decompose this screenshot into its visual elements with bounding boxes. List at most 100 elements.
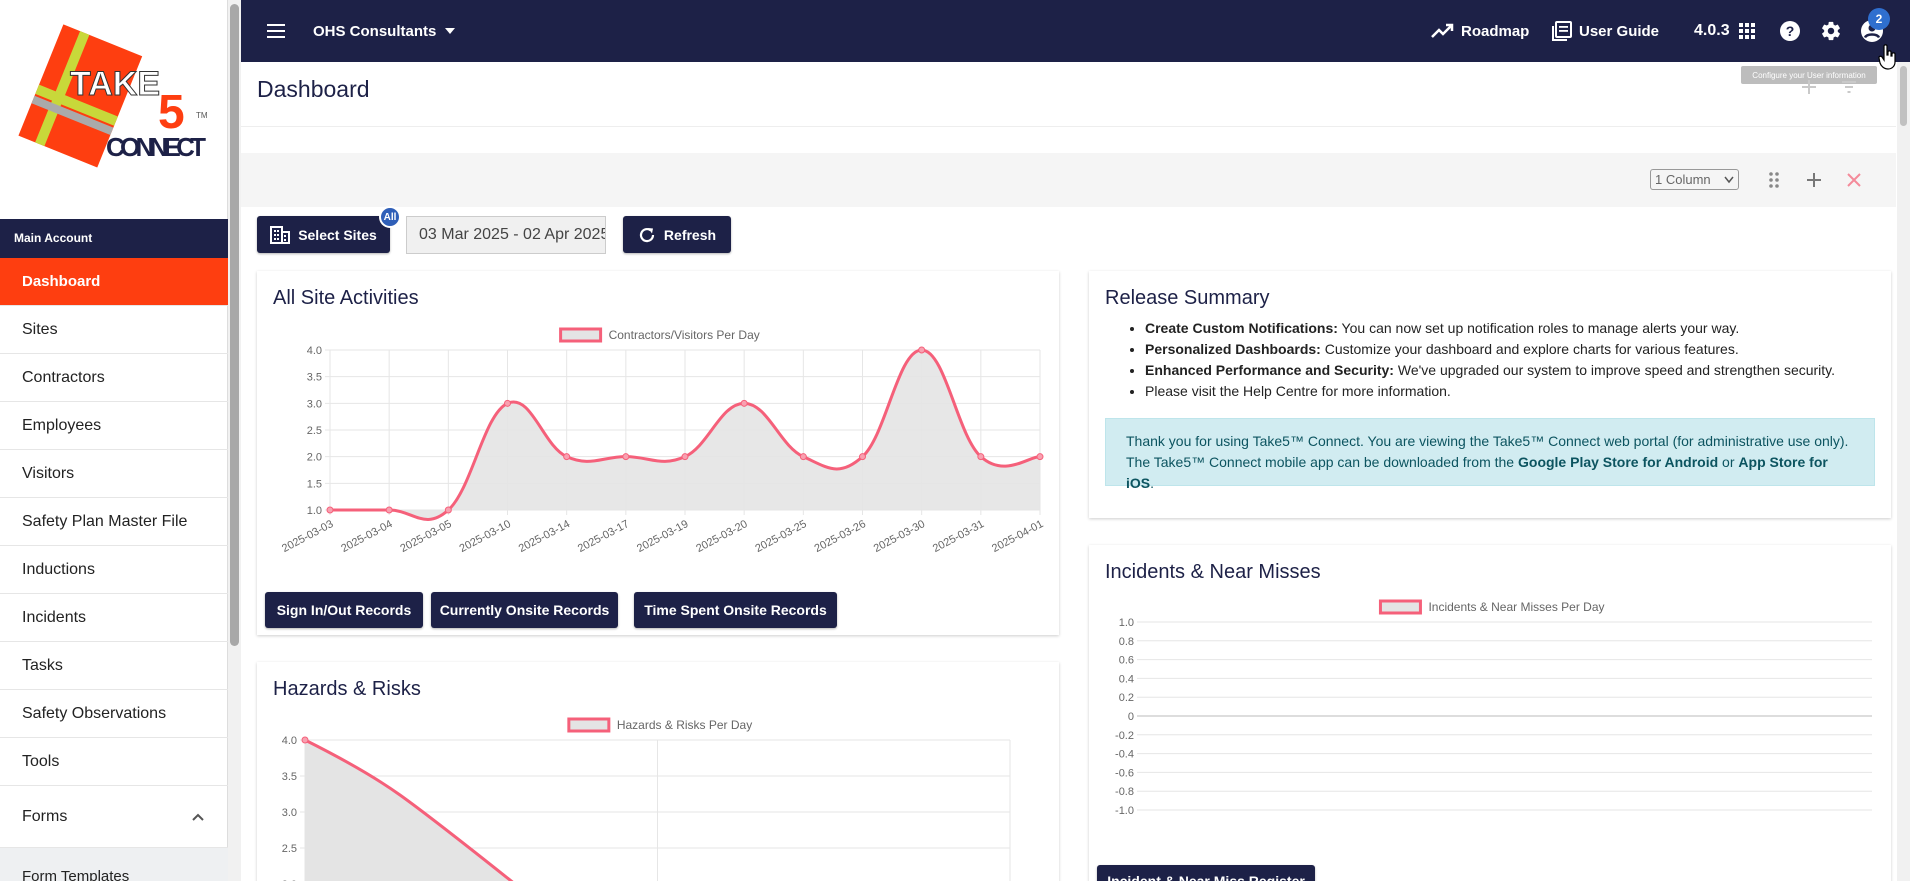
section-divider	[241, 126, 1896, 127]
gear-icon	[1822, 21, 1840, 41]
select-sites-button[interactable]: Select Sites	[257, 216, 390, 253]
filter-list-icon[interactable]	[1840, 78, 1858, 96]
svg-text:?: ?	[1786, 23, 1795, 39]
add-row-icon[interactable]	[1805, 171, 1823, 189]
sidebar-scrollbar[interactable]	[228, 0, 241, 881]
release-note-heading: Create Custom Notifications:	[1145, 320, 1338, 336]
button-label: Incident & Near Miss Register	[1107, 873, 1305, 881]
sidebar-item-inductions[interactable]: Inductions	[0, 546, 228, 594]
sidebar: TAKE 5 TM CONNECT Main Account Dashboard…	[0, 0, 228, 881]
release-note-item: Enhanced Performance and Security: We've…	[1145, 360, 1835, 381]
app-store-link[interactable]: App Store for iOS	[1126, 454, 1828, 491]
select-arrow-icon	[1724, 176, 1734, 183]
notification-badge: 2	[1868, 8, 1890, 30]
column-layout-select[interactable]: 1 Column	[1650, 169, 1739, 190]
series-line	[304, 738, 514, 881]
incident-register-button[interactable]: Incident & Near Miss Register	[1097, 865, 1315, 881]
chevron-up-icon	[192, 813, 204, 821]
y-tick-label: 4.0	[282, 735, 297, 747]
app-version: 4.0.3	[1694, 22, 1730, 39]
y-tick-label: 3.0	[307, 398, 322, 410]
sidebar-item-tools[interactable]: Tools	[0, 738, 228, 786]
menu-button[interactable]	[265, 0, 287, 62]
account-label: Main Account	[0, 219, 228, 258]
sidebar-item-incidents[interactable]: Incidents	[0, 594, 228, 642]
y-tick-label: 2.5	[282, 843, 297, 855]
sidebar-item-safety-plan-master-file[interactable]: Safety Plan Master File	[0, 498, 228, 546]
sign-in-out-records-button[interactable]: Sign In/Out Records	[265, 592, 423, 628]
y-tick-label: 0.8	[1119, 636, 1134, 648]
sidebar-item-label: Contractors	[22, 368, 105, 386]
sidebar-item-tasks[interactable]: Tasks	[0, 642, 228, 690]
release-notes-list: Create Custom Notifications: You can now…	[1145, 318, 1835, 402]
add-widget-icon[interactable]	[1800, 78, 1818, 96]
time-spent-onsite-records-button[interactable]: Time Spent Onsite Records	[634, 592, 837, 628]
hamburger-icon	[267, 24, 285, 38]
legend-swatch	[1378, 599, 1422, 615]
logo-five-text: 5	[158, 86, 185, 139]
info-text: .	[1150, 475, 1155, 491]
y-tick-label: -0.4	[1115, 749, 1134, 761]
x-tick-label: 2025-03-31	[931, 518, 986, 555]
x-tick-label: 2025-03-17	[576, 518, 631, 555]
sidebar-item-sites[interactable]: Sites	[0, 306, 228, 354]
select-sites-label: Select Sites	[298, 226, 377, 243]
sidebar-item-label: Tools	[22, 752, 60, 770]
apps-grid-icon	[1739, 23, 1755, 39]
sidebar-item-label: Inductions	[22, 560, 95, 578]
x-tick-label: 2025-04-01	[990, 518, 1045, 555]
main-scrollbar[interactable]	[1897, 62, 1910, 881]
org-name: OHS Consultants	[313, 22, 437, 40]
currently-onsite-records-button[interactable]: Currently Onsite Records	[431, 592, 618, 628]
release-note-heading: Personalized Dashboards:	[1145, 341, 1321, 357]
drag-handle-icon[interactable]	[1767, 171, 1781, 189]
x-tick-label: 2025-03-19	[635, 518, 690, 555]
y-tick-label: 4.0	[307, 345, 322, 357]
incidents-chart: Incidents & Near Misses Per Day 1.0 0.8 0.6…	[1115, 599, 1872, 817]
settings-button[interactable]	[1820, 0, 1842, 62]
x-tick-label: 2025-03-04	[339, 518, 394, 555]
x-tick-label: 2025-03-10	[458, 518, 513, 555]
date-range-input[interactable]: 03 Mar 2025 - 02 Apr 2025	[406, 216, 606, 254]
data-point	[740, 399, 748, 407]
incidents-near-misses-card	[1089, 545, 1891, 881]
data-point	[563, 453, 571, 461]
sidebar-item-forms[interactable]: Forms	[0, 786, 228, 848]
logo-tm-text: TM	[196, 111, 208, 120]
legend-label: Contractors/Visitors Per Day	[609, 328, 760, 342]
data-point	[1036, 453, 1044, 461]
refresh-button[interactable]: Refresh	[623, 216, 731, 253]
sidebar-item-safety-observations[interactable]: Safety Observations	[0, 690, 228, 738]
sidebar-item-label: Incidents	[22, 608, 87, 626]
top-bar: OHS Consultants Roadmap User Guide 4.0.3…	[241, 0, 1910, 62]
sidebar-item-visitors[interactable]: Visitors	[0, 450, 228, 498]
release-note-item: Personalized Dashboards: Customize your …	[1145, 339, 1835, 360]
help-button[interactable]: ?	[1779, 0, 1801, 62]
close-icon[interactable]	[1846, 172, 1862, 188]
sidebar-item-employees[interactable]: Employees	[0, 402, 228, 450]
apps-button[interactable]	[1738, 0, 1756, 62]
sidebar-item-form-templates[interactable]: Form Templates	[0, 848, 228, 881]
y-tick-label: 2.0	[282, 879, 297, 881]
data-point	[799, 453, 807, 461]
take5-connect-logo[interactable]: TAKE 5 TM CONNECT	[18, 20, 208, 170]
release-note-item: Please visit the Help Centre for more in…	[1145, 381, 1835, 402]
sidebar-item-label: Safety Plan Master File	[22, 512, 188, 530]
y-tick-label: -1.0	[1115, 805, 1134, 817]
x-tick-label: 2025-03-03	[280, 518, 335, 555]
main-scroll-thumb[interactable]	[1900, 66, 1907, 126]
org-switcher[interactable]: OHS Consultants	[313, 0, 456, 62]
sidebar-scroll-thumb[interactable]	[230, 4, 239, 646]
sidebar-item-contractors[interactable]: Contractors	[0, 354, 228, 402]
app-info-alert: Thank you for using Take5™ Connect. You …	[1105, 418, 1875, 491]
release-note-text: Please visit the Help Centre for more in…	[1145, 383, 1451, 399]
data-point	[918, 346, 926, 354]
data-point	[301, 736, 309, 744]
user-guide-link[interactable]: User Guide	[1551, 0, 1659, 62]
y-tick-label: 1.0	[1119, 617, 1134, 629]
sidebar-item-label: Employees	[22, 416, 102, 434]
y-tick-label: 2.0	[307, 452, 322, 464]
roadmap-link[interactable]: Roadmap	[1431, 0, 1529, 62]
google-play-link[interactable]: Google Play Store for Android	[1518, 454, 1719, 470]
sidebar-item-dashboard[interactable]: Dashboard	[0, 258, 228, 306]
